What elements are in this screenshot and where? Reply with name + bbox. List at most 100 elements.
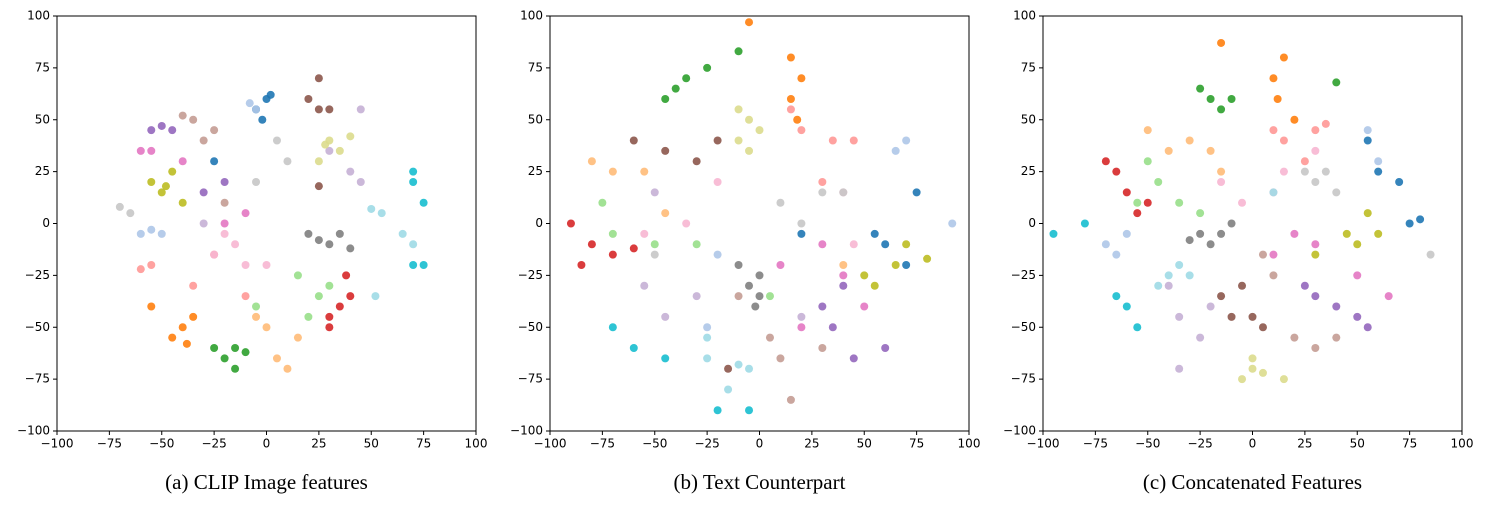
point bbox=[724, 385, 733, 394]
point bbox=[1143, 157, 1152, 166]
point bbox=[755, 126, 764, 135]
x-tick-label: −25 bbox=[694, 437, 719, 451]
point bbox=[1332, 188, 1341, 197]
point bbox=[1279, 53, 1288, 62]
point bbox=[1321, 167, 1330, 176]
point bbox=[786, 395, 795, 404]
point bbox=[1185, 136, 1194, 145]
point bbox=[1374, 229, 1383, 238]
point bbox=[912, 188, 921, 197]
point bbox=[220, 178, 229, 186]
y-tick-label: 50 bbox=[1021, 112, 1036, 126]
point bbox=[640, 281, 649, 290]
point bbox=[1363, 126, 1372, 135]
x-tick-label: 50 bbox=[857, 437, 872, 451]
point bbox=[199, 136, 208, 145]
point bbox=[220, 219, 229, 228]
point bbox=[1279, 167, 1288, 176]
point bbox=[168, 333, 177, 342]
point bbox=[713, 136, 722, 145]
point bbox=[1122, 229, 1131, 238]
point bbox=[231, 240, 240, 249]
point bbox=[1080, 219, 1089, 228]
point bbox=[1133, 323, 1142, 332]
point bbox=[314, 157, 323, 166]
point bbox=[1185, 236, 1194, 245]
point bbox=[839, 261, 848, 269]
point bbox=[147, 225, 156, 234]
point bbox=[682, 219, 691, 228]
point bbox=[210, 250, 219, 259]
x-tick-label: 75 bbox=[1402, 437, 1417, 451]
point bbox=[398, 229, 407, 238]
point bbox=[797, 219, 806, 228]
point bbox=[1101, 240, 1110, 249]
point bbox=[1311, 344, 1320, 352]
point bbox=[1363, 136, 1372, 145]
point bbox=[1164, 271, 1173, 280]
point bbox=[1154, 178, 1163, 186]
point bbox=[692, 157, 701, 166]
point bbox=[818, 240, 827, 249]
point bbox=[182, 339, 191, 348]
point bbox=[745, 281, 754, 290]
point bbox=[1217, 105, 1226, 114]
x-tick-label: 25 bbox=[1297, 437, 1312, 451]
caption: (b) Text Counterpart bbox=[674, 470, 846, 494]
point bbox=[745, 406, 754, 415]
point bbox=[587, 240, 596, 249]
point bbox=[346, 244, 355, 253]
x-tick-label: −25 bbox=[1187, 437, 1212, 451]
x-tick-label: 25 bbox=[804, 437, 819, 451]
caption: (c) Concatenated Features bbox=[1143, 470, 1362, 494]
point bbox=[168, 167, 177, 176]
y-tick-label: 100 bbox=[27, 9, 50, 23]
point bbox=[1332, 302, 1341, 311]
point bbox=[776, 198, 785, 207]
point bbox=[1133, 198, 1142, 207]
point bbox=[713, 178, 722, 186]
x-tick-label: 0 bbox=[263, 437, 271, 451]
point bbox=[1217, 229, 1226, 238]
point bbox=[1112, 167, 1121, 176]
point bbox=[870, 229, 879, 238]
point bbox=[745, 18, 754, 27]
point bbox=[661, 312, 670, 321]
point bbox=[745, 115, 754, 124]
point bbox=[891, 261, 900, 269]
point bbox=[346, 167, 355, 176]
point bbox=[314, 182, 323, 191]
point bbox=[734, 136, 743, 145]
point bbox=[734, 47, 743, 56]
point bbox=[1300, 157, 1309, 166]
y-tick-label: 0 bbox=[42, 216, 50, 230]
point bbox=[734, 292, 743, 301]
point bbox=[1374, 167, 1383, 176]
point bbox=[818, 344, 827, 352]
point bbox=[839, 188, 848, 197]
point bbox=[409, 240, 418, 249]
point bbox=[1405, 219, 1414, 228]
point bbox=[266, 90, 275, 99]
point bbox=[126, 209, 135, 218]
point bbox=[1353, 240, 1362, 249]
point bbox=[136, 146, 145, 155]
point bbox=[342, 271, 351, 280]
caption: (a) CLIP Image features bbox=[165, 470, 368, 494]
point bbox=[587, 157, 596, 166]
point bbox=[1258, 250, 1267, 259]
point bbox=[703, 333, 712, 342]
point bbox=[1269, 188, 1278, 197]
point bbox=[157, 229, 166, 238]
point bbox=[314, 74, 323, 83]
point bbox=[902, 136, 911, 145]
point bbox=[1311, 292, 1320, 301]
point bbox=[1300, 167, 1309, 176]
point bbox=[147, 126, 156, 135]
point bbox=[1196, 84, 1205, 93]
point bbox=[335, 302, 344, 311]
point bbox=[1395, 178, 1404, 186]
y-tick-label: −25 bbox=[25, 268, 50, 282]
y-tick-label: 25 bbox=[35, 164, 50, 178]
